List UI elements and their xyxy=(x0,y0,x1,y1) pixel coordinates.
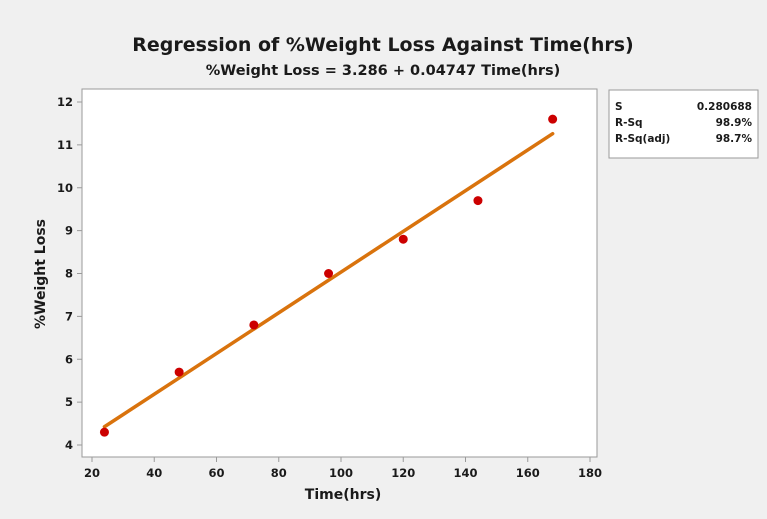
stat-label: S xyxy=(615,101,623,113)
data-point xyxy=(473,196,483,206)
stats-box xyxy=(608,89,759,159)
x-tick-label: 140 xyxy=(453,466,477,480)
x-tick-label: 180 xyxy=(578,466,602,480)
data-point xyxy=(324,269,334,278)
y-tick-label: 8 xyxy=(65,267,73,281)
y-tick-label: 5 xyxy=(65,395,73,409)
y-tick-label: 12 xyxy=(57,95,73,109)
x-tick-label: 60 xyxy=(208,466,224,480)
x-tick-label: 80 xyxy=(271,466,287,480)
chart-title: Regression of %Weight Loss Against Time(… xyxy=(132,34,633,56)
x-tick-label: 120 xyxy=(391,466,415,480)
x-tick-label: 100 xyxy=(329,466,353,480)
data-points-layer xyxy=(99,114,558,437)
x-axis: 20 40 60 80 100 120 140 160 180 xyxy=(84,457,602,480)
y-tick-label: 4 xyxy=(65,438,73,452)
data-point xyxy=(249,320,259,330)
x-axis-title: Time(hrs) xyxy=(305,487,381,503)
y-axis-title: %Weight Loss xyxy=(33,219,49,329)
y-tick-label: 10 xyxy=(57,181,73,195)
data-point xyxy=(398,234,408,244)
stat-label: R-Sq xyxy=(615,117,643,129)
data-point xyxy=(174,367,184,377)
stat-value: 98.7% xyxy=(716,133,753,145)
stat-value: 0.280688 xyxy=(697,101,752,113)
fit-line xyxy=(102,131,555,429)
x-tick-label: 40 xyxy=(146,466,162,480)
fit-line-layer xyxy=(102,131,555,429)
y-tick-label: 9 xyxy=(65,224,73,238)
data-point xyxy=(99,427,109,437)
y-tick-label: 6 xyxy=(65,352,73,366)
y-axis: 4 5 6 7 8 9 10 11 12 xyxy=(57,95,82,452)
x-tick-label: 160 xyxy=(516,466,540,480)
data-point xyxy=(548,114,558,124)
x-tick-label: 20 xyxy=(84,466,100,480)
stat-value: 98.9% xyxy=(716,117,753,129)
chart-subtitle: %Weight Loss = 3.286 + 0.04747 Time(hrs) xyxy=(206,63,561,79)
y-tick-label: 7 xyxy=(65,309,73,323)
stat-label: R-Sq(adj) xyxy=(615,133,670,145)
stats-table: S 0.280688 R-Sq 98.9% R-Sq(adj) 98.7% xyxy=(608,89,759,159)
y-tick-label: 11 xyxy=(57,138,73,152)
